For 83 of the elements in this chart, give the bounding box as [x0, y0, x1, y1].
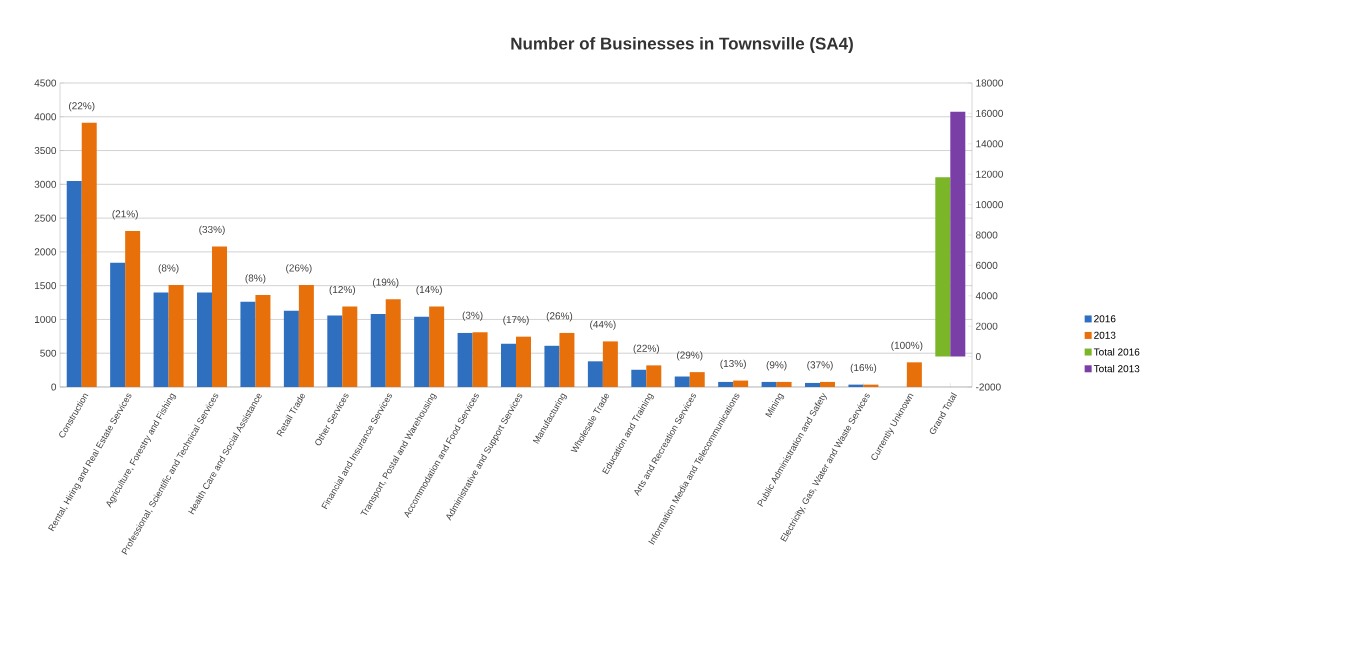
y-tick-label: 4000: [34, 113, 57, 121]
y2-tick-label: 14000: [976, 140, 1003, 148]
bar: [820, 381, 836, 387]
bar: [66, 180, 82, 387]
bar: [906, 362, 922, 387]
bar: [501, 343, 517, 387]
bar: [457, 332, 473, 387]
y2-tick-label: 4000: [975, 292, 998, 300]
bar: [674, 376, 690, 387]
annotation: (100%): [891, 341, 923, 351]
bar: [255, 295, 271, 387]
y2-tick-label: 2000: [976, 322, 998, 330]
annotation: (16%): [850, 363, 877, 374]
bar: [761, 381, 777, 387]
bar: [125, 230, 141, 387]
y2-tick-label: 10000: [976, 201, 1003, 209]
bar: [283, 310, 299, 387]
annotation: (19%): [373, 278, 399, 288]
annotation: (22%): [633, 344, 660, 354]
y-tick-label: 500: [40, 349, 57, 357]
annotation: (29%): [677, 351, 703, 361]
bar: [168, 284, 184, 387]
y-tick-label: 4500: [34, 79, 57, 87]
y-tick-label: 2500: [34, 214, 57, 222]
bar: [370, 314, 386, 387]
legend-label: Total 2016: [1093, 348, 1140, 356]
annotation: (37%): [807, 361, 833, 371]
bar: [385, 299, 401, 387]
bar: [110, 262, 126, 387]
annotation: (26%): [286, 264, 312, 274]
bar: [153, 292, 169, 387]
bar: [646, 365, 662, 387]
bar: [733, 380, 749, 387]
y-tick-label: 3500: [34, 147, 57, 155]
annotation: (22%): [69, 102, 95, 112]
bar: [689, 372, 705, 387]
bar: [212, 246, 228, 387]
bar: [197, 292, 213, 387]
annotation: (9%): [766, 361, 787, 371]
bar: [414, 316, 430, 387]
y-tick-label: 2000: [34, 248, 57, 256]
y-tick-label: 0: [51, 383, 57, 391]
y-tick-label: 3000: [34, 180, 57, 188]
annotation: (8%): [158, 264, 179, 274]
annotation: (21%): [112, 210, 138, 220]
y2-tick-label: 6000: [976, 261, 998, 269]
bar: [544, 345, 560, 387]
annotation: (3%): [462, 311, 483, 321]
bar: [776, 381, 792, 387]
y2-tick-label: 18000: [976, 79, 1003, 87]
bar: [342, 306, 358, 387]
bar: [516, 336, 532, 387]
bar: [240, 301, 256, 387]
bar: [429, 306, 445, 387]
annotation: (14%): [416, 285, 442, 296]
bar: [559, 332, 575, 387]
annotation: (17%): [503, 315, 529, 326]
legend-label: Total 2013: [1093, 364, 1140, 373]
y2-tick-label: 8000: [975, 231, 998, 239]
y2-tick-label: 16000: [976, 109, 1003, 117]
bar: [327, 315, 343, 387]
chart-title: Number of Businesses in Townsville (SA4): [511, 37, 853, 53]
annotation: (33%): [199, 225, 225, 235]
y-tick-label: 1000: [35, 315, 57, 323]
y2-tick-label: 12000: [976, 170, 1003, 178]
bar: [631, 369, 647, 387]
annotation: (13%): [720, 359, 746, 370]
y2-tick-label: 0: [975, 353, 981, 361]
bar: [587, 361, 603, 387]
y-tick-label: 1500: [35, 282, 57, 290]
annotation: (44%): [590, 320, 616, 330]
bar: [602, 341, 618, 387]
legend-label: 2016: [1094, 315, 1116, 323]
bar: [718, 381, 734, 387]
bar: [298, 284, 314, 387]
annotation: (26%): [546, 312, 573, 322]
annotation: (12%): [329, 285, 356, 296]
annotation: (8%): [245, 274, 266, 284]
bar: [81, 122, 97, 387]
y2-tick-label: -2000: [975, 383, 1001, 391]
legend-label: 2013: [1094, 331, 1116, 339]
bar: [805, 382, 821, 387]
bar: [472, 332, 488, 387]
